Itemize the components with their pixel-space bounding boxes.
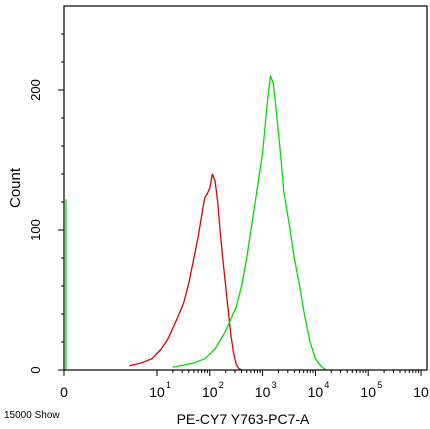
y-tick-label: 100 <box>28 219 43 241</box>
x-tick-exponent: 5 <box>377 380 382 390</box>
series-line-2 <box>172 75 327 371</box>
x-tick-label: 10 <box>255 384 271 400</box>
x-tick-label: 10 <box>202 384 218 400</box>
x-tick-label: 10 <box>149 384 165 400</box>
x-tick-label: 10 <box>413 384 429 400</box>
plot-frame <box>63 5 428 371</box>
x-tick-exponent: 1 <box>166 380 171 390</box>
x-axis-ticks: 0 10 1 10 2 10 3 10 4 10 5 10 <box>60 370 429 400</box>
x-tick-label: 0 <box>60 384 68 400</box>
series-layer <box>65 75 327 371</box>
x-tick-exponent: 2 <box>219 380 224 390</box>
footer-left-label: 15000 Show <box>4 410 60 421</box>
x-axis-label: PE-CY7 Y763-PC7-A <box>177 411 310 427</box>
y-tick-label: 200 <box>28 79 43 101</box>
x-tick-label: 10 <box>308 384 324 400</box>
y-tick-label: 0 <box>28 366 43 373</box>
y-axis-ticks: 0 100 200 <box>28 33 64 374</box>
x-tick-exponent: 4 <box>324 380 329 390</box>
y-axis-label: Count <box>7 167 24 208</box>
x-tick-label: 10 <box>360 384 376 400</box>
x-tick-exponent: 3 <box>272 380 277 390</box>
series-line-1 <box>129 173 242 371</box>
